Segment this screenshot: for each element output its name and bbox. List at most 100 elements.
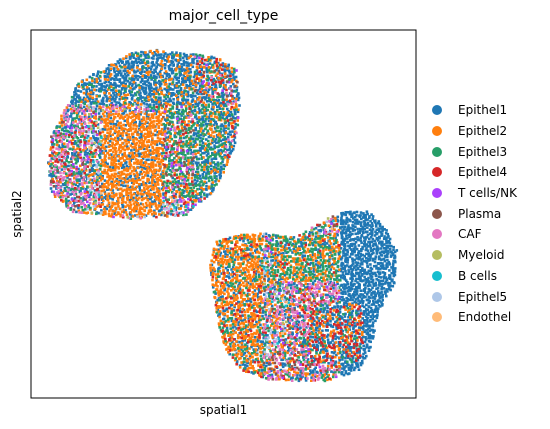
scatter-point xyxy=(199,72,202,75)
scatter-point xyxy=(102,207,106,211)
scatter-point xyxy=(100,158,104,162)
scatter-point xyxy=(347,272,350,276)
scatter-point xyxy=(113,70,116,74)
scatter-point xyxy=(311,344,314,347)
scatter-point xyxy=(123,159,126,162)
scatter-point xyxy=(192,61,195,65)
scatter-point xyxy=(203,148,207,152)
scatter-point xyxy=(118,80,122,83)
scatter-point xyxy=(334,236,337,240)
scatter-point xyxy=(395,249,399,252)
scatter-point xyxy=(234,103,238,106)
scatter-point xyxy=(118,98,121,101)
scatter-point xyxy=(135,66,139,69)
scatter-point xyxy=(194,152,197,156)
scatter-point xyxy=(287,319,290,323)
scatter-point xyxy=(387,287,391,291)
scatter-point xyxy=(148,92,151,96)
scatter-point xyxy=(197,81,200,85)
scatter-point xyxy=(131,135,135,139)
scatter-point xyxy=(145,204,149,207)
scatter-point xyxy=(146,132,149,136)
scatter-point xyxy=(290,352,293,355)
scatter-point xyxy=(371,278,375,282)
scatter-point xyxy=(99,79,102,83)
scatter-point xyxy=(128,179,131,182)
scatter-point xyxy=(363,319,366,322)
scatter-point xyxy=(112,158,116,162)
scatter-point xyxy=(271,341,274,345)
scatter-point xyxy=(270,369,273,373)
scatter-point xyxy=(132,169,136,172)
scatter-point xyxy=(74,150,78,154)
scatter-point xyxy=(213,140,217,143)
scatter-point xyxy=(183,120,186,123)
scatter-point xyxy=(203,84,207,87)
scatter-point xyxy=(196,131,200,135)
scatter-point xyxy=(361,247,364,251)
scatter-point xyxy=(208,85,212,89)
scatter-point xyxy=(142,183,146,186)
scatter-point xyxy=(84,146,87,150)
scatter-point xyxy=(76,89,80,93)
scatter-point xyxy=(152,95,156,99)
scatter-point xyxy=(353,228,356,232)
scatter-point xyxy=(169,134,172,138)
scatter-point xyxy=(382,287,386,290)
scatter-point xyxy=(173,134,176,137)
scatter-point xyxy=(238,247,241,250)
scatter-point xyxy=(114,159,117,163)
scatter-point xyxy=(209,269,213,272)
scatter-point xyxy=(96,123,100,126)
scatter-point xyxy=(374,293,377,296)
scatter-point xyxy=(197,98,200,101)
scatter-point xyxy=(205,100,209,103)
scatter-point xyxy=(225,340,229,344)
scatter-point xyxy=(351,262,355,265)
scatter-point xyxy=(372,335,375,338)
scatter-point xyxy=(364,213,367,217)
scatter-point xyxy=(214,180,217,183)
scatter-point xyxy=(346,321,350,325)
scatter-point xyxy=(135,141,138,145)
scatter-point xyxy=(163,59,167,62)
scatter-point xyxy=(194,141,197,144)
scatter-point xyxy=(330,351,334,354)
scatter-point xyxy=(142,144,146,147)
scatter-point xyxy=(360,326,363,330)
scatter-point xyxy=(95,172,98,176)
scatter-point xyxy=(228,249,232,253)
scatter-point xyxy=(138,141,142,144)
scatter-point xyxy=(195,56,198,60)
scatter-point xyxy=(151,63,155,66)
scatter-point xyxy=(156,140,159,143)
scatter-point xyxy=(126,145,129,148)
scatter-point xyxy=(102,185,106,189)
scatter-point xyxy=(138,196,141,200)
scatter-point xyxy=(270,314,273,318)
scatter-point xyxy=(102,70,106,73)
scatter-point xyxy=(182,182,186,185)
scatter-point xyxy=(169,109,172,113)
scatter-point xyxy=(176,95,180,99)
scatter-point xyxy=(145,96,148,100)
scatter-point xyxy=(362,300,365,303)
scatter-point xyxy=(353,218,357,222)
scatter-point xyxy=(226,347,229,351)
scatter-point xyxy=(392,245,395,249)
scatter-point xyxy=(214,168,217,172)
scatter-point xyxy=(278,287,282,291)
scatter-point xyxy=(318,341,321,345)
scatter-point xyxy=(172,91,175,95)
scatter-point xyxy=(221,116,224,120)
scatter-point xyxy=(372,301,375,304)
scatter-point xyxy=(229,72,232,75)
scatter-point xyxy=(217,150,220,154)
scatter-point xyxy=(172,187,175,190)
scatter-point xyxy=(359,342,362,346)
scatter-point xyxy=(311,292,314,296)
scatter-point xyxy=(358,332,361,336)
scatter-point xyxy=(107,188,110,191)
scatter-point xyxy=(238,274,242,278)
scatter-point xyxy=(266,249,269,253)
